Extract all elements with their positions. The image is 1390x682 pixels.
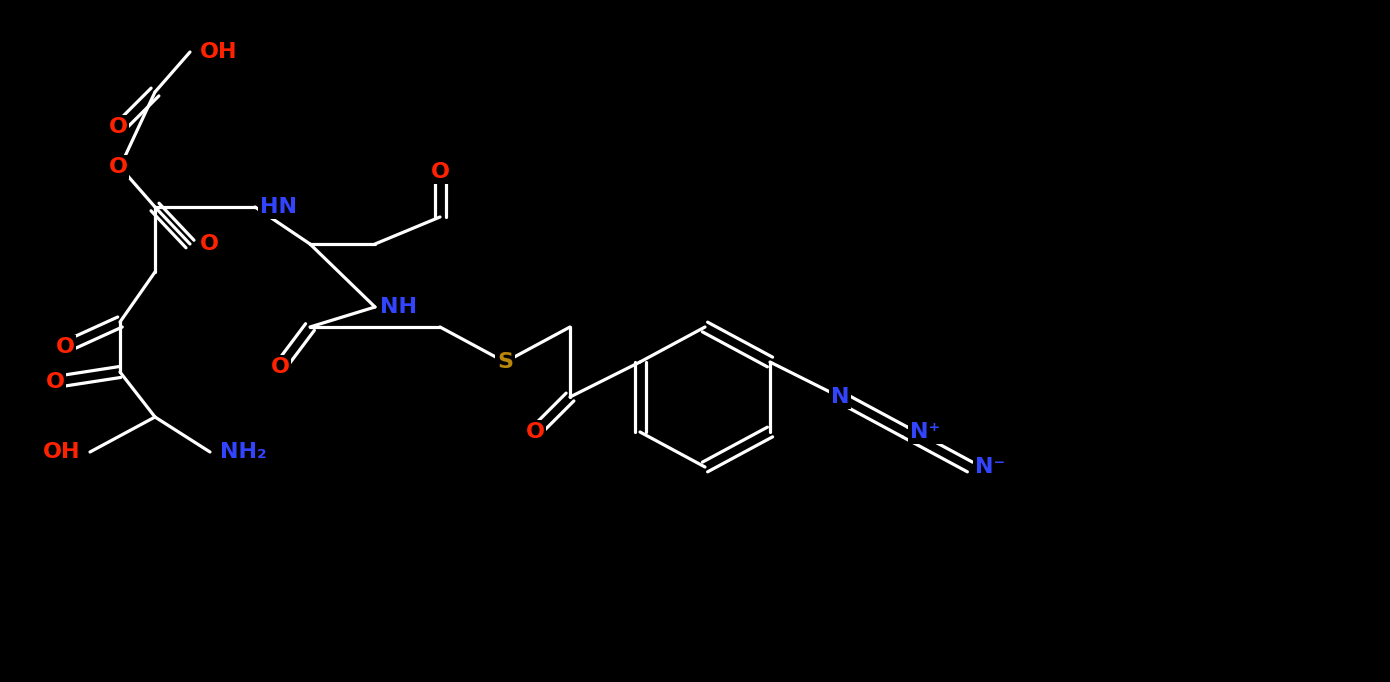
Text: HN: HN: [260, 197, 297, 217]
Text: O: O: [525, 422, 545, 442]
Text: O: O: [431, 162, 449, 182]
Text: S: S: [498, 352, 513, 372]
Text: N: N: [831, 387, 849, 407]
Text: O: O: [46, 372, 64, 392]
Text: O: O: [108, 157, 128, 177]
Text: O: O: [108, 117, 128, 137]
Text: O: O: [56, 337, 75, 357]
Text: OH: OH: [43, 442, 81, 462]
Text: NH₂: NH₂: [220, 442, 267, 462]
Text: O: O: [271, 357, 289, 377]
Text: O: O: [200, 234, 220, 254]
Text: N⁻: N⁻: [974, 457, 1005, 477]
Text: OH: OH: [200, 42, 238, 62]
Text: NH: NH: [379, 297, 417, 317]
Text: N⁺: N⁺: [910, 422, 940, 442]
